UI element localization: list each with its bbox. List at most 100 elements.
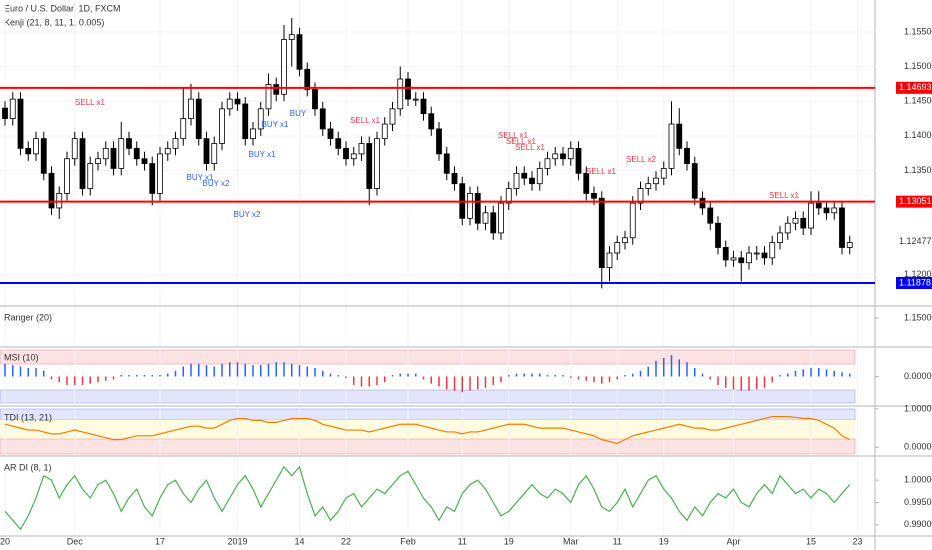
candle-body <box>9 98 16 119</box>
candle-body <box>40 138 47 174</box>
bar <box>562 375 564 377</box>
candle-body <box>691 163 698 199</box>
candle-body <box>637 188 644 204</box>
candle-body <box>126 138 132 149</box>
bar <box>740 376 742 391</box>
y-tick-label: 1.15000 <box>904 313 932 323</box>
candle-body <box>164 147 171 155</box>
bar <box>446 376 448 390</box>
candle-body <box>676 123 683 149</box>
bar <box>329 373 332 377</box>
bar <box>260 365 262 377</box>
bar <box>167 373 169 377</box>
candle-body <box>660 168 667 179</box>
bar <box>136 375 138 377</box>
candle-body <box>312 89 318 110</box>
bar <box>539 373 541 377</box>
candle-body <box>846 242 853 248</box>
candle-body <box>451 172 458 185</box>
candle-body <box>95 158 101 164</box>
indicator-line <box>4 416 851 445</box>
tdi-upper-band <box>0 408 856 421</box>
bar <box>221 363 223 377</box>
bar <box>717 376 719 386</box>
bar <box>732 376 735 390</box>
candle-body <box>606 252 613 268</box>
bar <box>81 376 84 386</box>
bar <box>461 376 463 393</box>
trade-signal: SELL x2 <box>626 155 656 164</box>
bar <box>198 363 200 377</box>
level-label: 1.14693 <box>899 82 932 92</box>
y-tick-label: 1.14500 <box>904 96 932 106</box>
bar <box>35 367 37 377</box>
candle-body <box>536 168 543 185</box>
bar <box>585 376 587 381</box>
candle-body <box>839 207 845 248</box>
bar <box>120 375 122 377</box>
bar <box>244 363 246 377</box>
bar <box>360 376 363 387</box>
y-tick-label: 1.13500 <box>904 165 932 175</box>
candle-body <box>219 108 225 144</box>
bar <box>74 376 76 386</box>
indicator-line <box>4 465 851 531</box>
bar <box>298 365 301 377</box>
bar <box>546 375 549 377</box>
candle-body <box>242 103 249 140</box>
bar <box>624 375 626 377</box>
bar <box>267 363 270 377</box>
candle-body <box>234 98 241 105</box>
candle-body <box>412 98 419 101</box>
candle-body <box>405 78 411 100</box>
bar <box>500 376 502 383</box>
bar <box>632 373 634 377</box>
level-label-box <box>896 276 932 289</box>
bar <box>190 363 192 377</box>
candle-body <box>591 192 597 199</box>
bar <box>531 373 533 377</box>
candle-body <box>133 147 140 160</box>
bar <box>376 376 378 386</box>
candle-body <box>141 158 148 164</box>
candle-body <box>265 84 272 110</box>
bar <box>143 375 146 377</box>
bar <box>50 376 53 380</box>
candle-body <box>71 138 78 160</box>
trade-signal: BUY x2 <box>234 210 262 219</box>
bar <box>647 366 649 377</box>
y-tick-label: 1.12000 <box>904 269 932 279</box>
candle-body <box>25 147 32 155</box>
candle-body <box>560 153 566 160</box>
bar <box>833 370 835 377</box>
bar <box>43 370 45 377</box>
trade-signal: SELL x1 <box>498 131 528 140</box>
bar <box>694 367 696 377</box>
candle-body <box>823 207 830 214</box>
candle-body <box>629 202 636 239</box>
candle-body <box>583 172 590 194</box>
candle-body <box>102 147 109 160</box>
candle-body <box>567 147 574 160</box>
x-tick-label: Dec <box>67 536 84 546</box>
candle-body <box>715 222 721 248</box>
candle-body <box>343 147 349 160</box>
candle-body <box>118 138 125 169</box>
candle-body <box>831 207 838 214</box>
bar <box>608 376 611 383</box>
candle-body <box>397 78 404 110</box>
msi-upper-band <box>0 349 856 365</box>
x-tick-label: 11 <box>458 536 467 546</box>
candle-body <box>645 183 652 189</box>
candle-body <box>653 177 659 185</box>
candle-body <box>529 177 535 185</box>
bar <box>453 376 456 391</box>
candle-body <box>257 108 264 130</box>
bar <box>407 373 409 377</box>
trade-signal: BUY x2 <box>203 179 231 188</box>
bar <box>701 373 704 377</box>
bar <box>787 373 789 377</box>
candle-body <box>598 197 605 268</box>
candle-body <box>761 252 768 259</box>
